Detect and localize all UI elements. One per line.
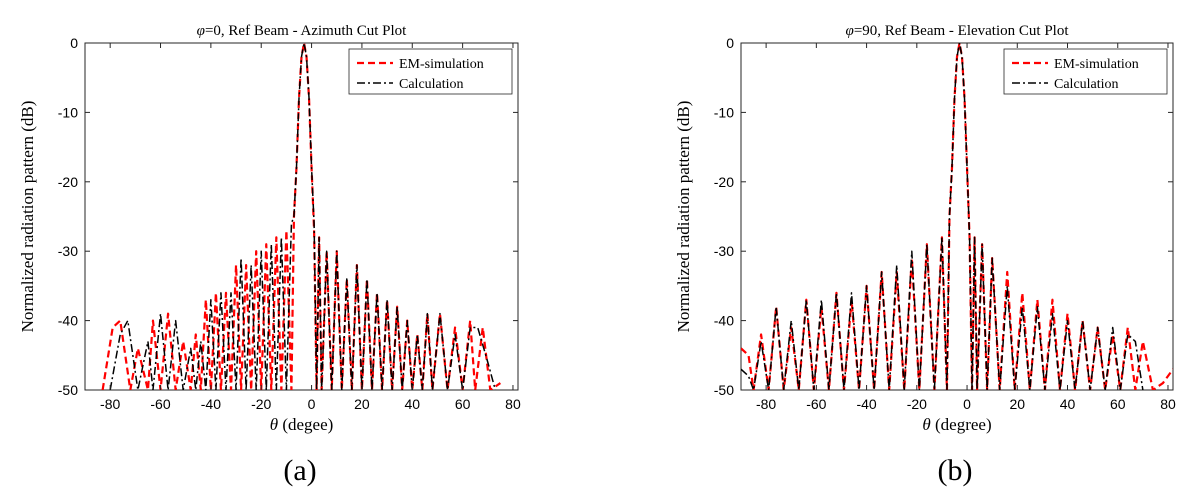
x-axis-text: (degee)	[278, 415, 333, 434]
x-tick-label: -80	[100, 396, 120, 412]
chart-panel-a: -80 -60 -40 -20 0 20 40 60 80 0 -10 -20 -30 -40 -50 φ=0…	[18, 23, 521, 487]
y-tick-label: -30	[58, 243, 78, 259]
legend-label: EM-simulation	[399, 57, 484, 72]
x-axis-label: θ (degee)	[270, 415, 334, 434]
y-tick-label: -50	[58, 382, 78, 398]
x-tick-label: -40	[201, 396, 221, 412]
panel-caption: (a)	[283, 454, 316, 487]
x-tick-label: 0	[308, 396, 316, 412]
y-tick-label: -50	[714, 382, 734, 398]
x-axis-symbol: θ	[270, 415, 278, 434]
y-tick-label: -10	[58, 104, 78, 120]
title-symbol: φ	[846, 23, 854, 39]
y-axis-label: Normalized radiation pattern (dB)	[674, 101, 693, 333]
x-tick-label: 80	[1160, 396, 1176, 412]
x-axis-symbol: θ	[922, 415, 930, 434]
x-tick-label: 40	[404, 396, 420, 412]
x-tick-label: -20	[907, 396, 927, 412]
plot-area	[740, 42, 1174, 391]
x-tick-label: 40	[1060, 396, 1076, 412]
y-tick-label: -20	[714, 174, 734, 190]
x-tick-label: 60	[455, 396, 471, 412]
x-tick-label: -80	[756, 396, 776, 412]
x-tick-label: -60	[150, 396, 170, 412]
y-tick-label: 0	[70, 35, 78, 51]
y-tick-label: -30	[714, 243, 734, 259]
panel-caption: (b)	[938, 454, 973, 487]
series-line-calculation	[109, 43, 497, 390]
x-tick-label: 20	[1009, 396, 1025, 412]
x-axis-text: (degree)	[931, 415, 992, 434]
x-tick-label: -40	[856, 396, 876, 412]
x-tick-label: -20	[251, 396, 271, 412]
x-tick-label: -60	[806, 396, 826, 412]
title-symbol: φ	[197, 23, 205, 39]
legend-label: EM-simulation	[1054, 57, 1139, 72]
plot-area	[84, 42, 519, 391]
x-tick-label: 20	[354, 396, 370, 412]
y-tick-label: -40	[714, 313, 734, 329]
y-tick-label: -10	[714, 104, 734, 120]
x-tick-label: 60	[1110, 396, 1126, 412]
legend: EM-simulation Calculation	[1003, 48, 1168, 95]
x-tick-label: 80	[505, 396, 521, 412]
x-axis-label: θ (degree)	[922, 415, 991, 434]
legend-label: Calculation	[1054, 77, 1119, 92]
legend-label: Calculation	[399, 77, 464, 92]
chart-panel-b: -80 -60 -40 -20 0 20 40 60 80 0 -10 -20 -30 -40 -50 φ=9…	[674, 23, 1176, 487]
legend-box	[1003, 48, 1168, 95]
y-tick-label: -40	[58, 313, 78, 329]
legend: EM-simulation Calculation	[348, 48, 513, 95]
legend-box	[348, 48, 513, 95]
y-axis-label: Normalized radiation pattern (dB)	[18, 101, 37, 333]
title-text: =0, Ref Beam - Azimuth Cut Plot	[205, 23, 407, 39]
series-line-calculation	[741, 43, 1144, 390]
chart-title: φ=0, Ref Beam - Azimuth Cut Plot	[197, 23, 408, 39]
x-tick-label: 0	[963, 396, 971, 412]
y-tick-label: 0	[726, 35, 734, 51]
title-text: =90, Ref Beam - Elevation Cut Plot	[854, 23, 1070, 39]
chart-title: φ=90, Ref Beam - Elevation Cut Plot	[846, 23, 1070, 39]
y-tick-label: -20	[58, 174, 78, 190]
